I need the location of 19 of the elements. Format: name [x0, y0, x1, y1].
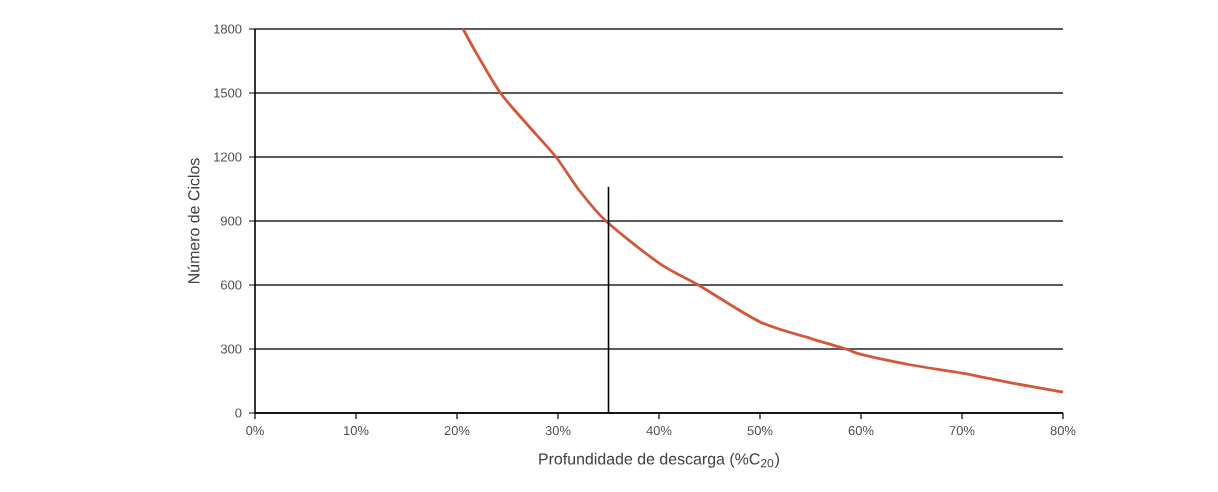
- x-tick-label: 60%: [848, 426, 874, 436]
- x-axis-title: Profundidade de descarga (%C$_{20}$): [539, 452, 780, 468]
- y-axis-title: Número de Ciclos: [187, 158, 200, 284]
- y-tick-label: 1500: [214, 88, 242, 98]
- x-tick-label: 0%: [246, 426, 264, 436]
- y-tick-label: 300: [220, 344, 242, 354]
- x-tick-label: 10%: [344, 426, 369, 436]
- y-tick-label: 1800: [214, 24, 242, 34]
- x-tick-label: 20%: [444, 426, 470, 436]
- y-tick-label: 600: [221, 280, 242, 290]
- x-tick-label: 50%: [747, 426, 773, 436]
- line-series: [461, 27, 1065, 394]
- x-tick-label: 70%: [949, 426, 975, 436]
- x-tick-label: 80%: [1050, 426, 1076, 436]
- y-tick-label: 0: [235, 408, 242, 418]
- y-tick-label: 1200: [214, 152, 242, 162]
- x-tick-label: 40%: [646, 426, 672, 436]
- y-tick-label: 900: [220, 216, 242, 226]
- x-tick-label: 30%: [545, 426, 571, 436]
